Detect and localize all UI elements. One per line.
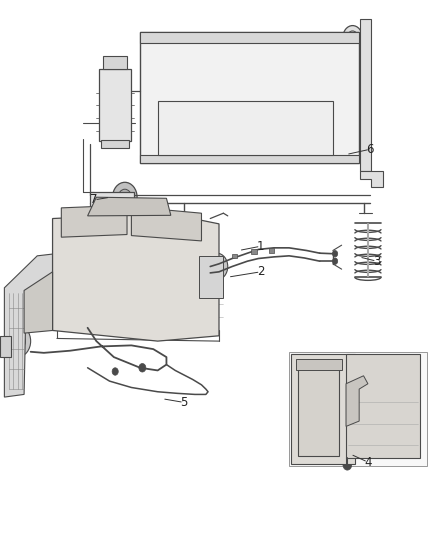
Circle shape <box>118 189 131 205</box>
Bar <box>199 256 223 298</box>
Bar <box>251 249 257 254</box>
Text: 4: 4 <box>364 456 372 469</box>
Bar <box>291 354 355 464</box>
Text: 2: 2 <box>257 265 265 278</box>
Circle shape <box>332 251 338 257</box>
Bar <box>289 352 427 466</box>
Bar <box>232 254 237 258</box>
Polygon shape <box>24 272 53 333</box>
Text: 6: 6 <box>366 143 374 156</box>
Bar <box>140 32 359 163</box>
Bar <box>346 354 420 458</box>
Polygon shape <box>346 376 368 426</box>
Circle shape <box>363 94 368 100</box>
Bar <box>140 32 359 43</box>
Bar <box>269 248 274 253</box>
Polygon shape <box>53 213 219 341</box>
Circle shape <box>363 50 368 56</box>
Circle shape <box>343 26 362 49</box>
Circle shape <box>95 203 111 222</box>
Polygon shape <box>360 171 383 187</box>
Bar <box>298 365 339 456</box>
Text: 1: 1 <box>257 240 265 253</box>
Circle shape <box>8 292 27 316</box>
Circle shape <box>112 368 118 375</box>
Circle shape <box>334 361 339 368</box>
Circle shape <box>206 253 228 280</box>
Circle shape <box>211 260 223 273</box>
Circle shape <box>344 450 351 458</box>
Polygon shape <box>4 251 88 397</box>
Bar <box>90 192 134 232</box>
Bar <box>103 56 127 69</box>
Text: 5: 5 <box>180 396 187 409</box>
Circle shape <box>299 361 304 368</box>
Circle shape <box>4 325 31 357</box>
Circle shape <box>139 364 146 372</box>
Text: 3: 3 <box>373 255 380 268</box>
Text: 7: 7 <box>90 193 98 206</box>
Bar <box>99 69 131 141</box>
Circle shape <box>113 182 137 212</box>
Bar <box>0 336 11 357</box>
Polygon shape <box>131 207 201 241</box>
Bar <box>158 101 333 155</box>
Polygon shape <box>88 197 171 216</box>
Circle shape <box>10 332 25 351</box>
Bar <box>101 140 129 148</box>
Circle shape <box>347 31 358 44</box>
Circle shape <box>363 133 368 139</box>
Bar <box>140 155 359 163</box>
Bar <box>360 19 371 171</box>
Circle shape <box>202 278 218 297</box>
Bar <box>296 359 342 370</box>
Bar <box>140 32 359 163</box>
Circle shape <box>332 258 338 264</box>
Circle shape <box>343 459 352 470</box>
Polygon shape <box>61 205 127 237</box>
